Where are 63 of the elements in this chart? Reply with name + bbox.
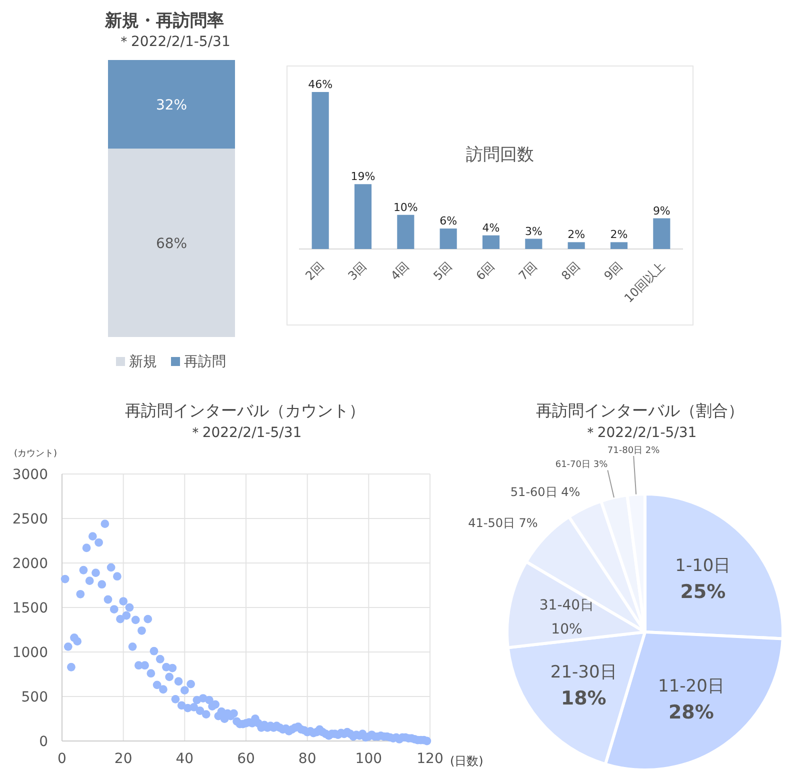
x-tick-label: 5回 <box>430 259 454 284</box>
data-label: 46% <box>308 78 333 91</box>
x-tick-label: 20 <box>114 751 132 767</box>
x-axis-title: (日数) <box>450 754 484 768</box>
chart-subtitle: ＊2022/2/1-5/31 <box>188 425 302 441</box>
x-tick-label: 60 <box>237 751 255 767</box>
y-tick-label: 500 <box>21 690 48 706</box>
x-tick-label: 80 <box>298 751 316 767</box>
bar <box>440 228 457 249</box>
bar <box>482 235 500 249</box>
x-tick-label: 40 <box>176 751 194 767</box>
y-tick-label: 3000 <box>12 467 48 483</box>
chart-title: 新規・再訪問率 <box>104 11 224 31</box>
bar <box>397 214 414 249</box>
data-label: 2% <box>610 228 628 242</box>
chart-subtitle: ＊2022/2/1-5/31 <box>117 34 230 50</box>
chart-subtitle: ＊2022/2/1-5/31 <box>583 425 697 441</box>
chart-title: 再訪問インターバル（カウント） <box>125 401 365 420</box>
data-label: 18% <box>560 687 606 710</box>
x-tick-label: 7回 <box>516 259 540 284</box>
data-label: 10% <box>393 200 418 214</box>
data-label: 25% <box>680 580 726 603</box>
slice-label: 71-80日 2% <box>607 446 660 456</box>
bar <box>653 218 670 249</box>
data-label: 6% <box>440 214 458 228</box>
slice-label: 21-30日 <box>550 662 617 682</box>
slice-label: 1-10日 <box>675 556 731 576</box>
y-tick-label: 1000 <box>12 645 48 661</box>
bar <box>568 242 585 249</box>
chart-title: 再訪問インターバル（割合） <box>536 401 744 420</box>
data-label: 3% <box>524 224 542 238</box>
data-label: 2% <box>568 228 586 242</box>
data-label: 4% <box>482 221 500 234</box>
y-tick-label: 1500 <box>12 600 48 616</box>
text: 訪問回数 <box>466 145 534 165</box>
bar <box>525 238 542 249</box>
data-label: 28% <box>668 701 714 724</box>
bar <box>610 242 628 249</box>
bar <box>312 92 329 249</box>
data-label: 19% <box>350 170 376 184</box>
data-label: 68% <box>156 236 188 252</box>
y-tick-label: 0 <box>39 734 48 750</box>
legend-label: 新規 <box>129 354 157 370</box>
x-tick-label: 4回 <box>388 259 412 284</box>
x-tick-label: 8回 <box>558 259 582 284</box>
data-label: 10% <box>551 621 582 638</box>
y-axis-title: (カウント) <box>14 449 58 459</box>
y-tick-label: 2000 <box>12 556 48 572</box>
slice-label: 61-70日 3% <box>555 460 608 470</box>
data-label: 9% <box>652 204 670 218</box>
data-label: 32% <box>156 97 188 114</box>
y-tick-label: 2500 <box>12 512 48 528</box>
x-tick-label: 100 <box>355 751 382 767</box>
x-tick-label: 0 <box>58 751 66 767</box>
bar <box>354 184 372 249</box>
legend-label: 再訪問 <box>184 354 226 370</box>
slice-label: 11-20日 <box>658 676 724 696</box>
x-tick-label: 2回 <box>302 259 326 284</box>
slice-label: 41-50日 7% <box>468 516 538 530</box>
x-tick-label: 6回 <box>473 259 498 284</box>
x-tick-label: 3回 <box>345 259 370 284</box>
slice-label: 51-60日 4% <box>510 484 580 499</box>
x-tick-label: 120 <box>416 751 444 767</box>
